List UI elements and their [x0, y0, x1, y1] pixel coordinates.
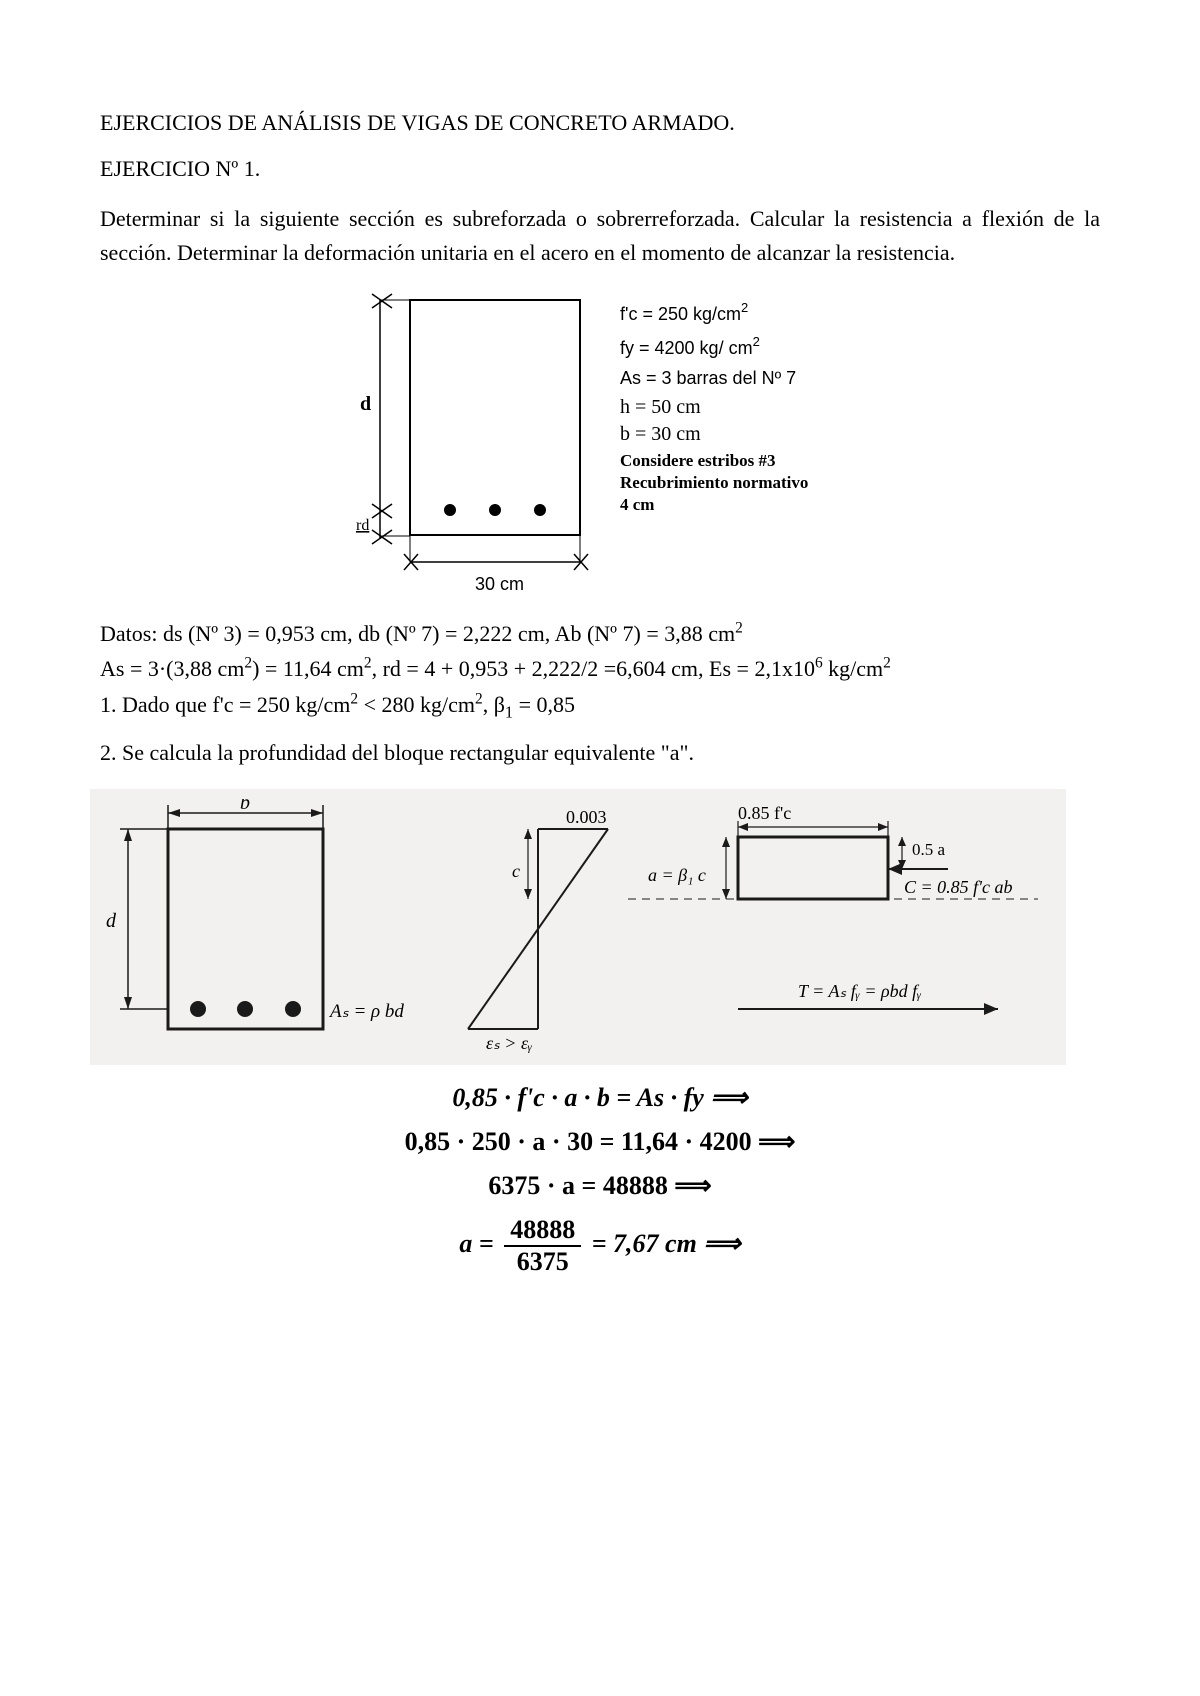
svg-text:0.85 f'c: 0.85 f'c — [738, 803, 791, 823]
as-line: As = 3·(3,88 cm2) = 11,64 cm2, rd = 4 + … — [100, 651, 1100, 686]
equations: 0,85 · f'c · a · b = As · fy ⟹ 0,85 · 25… — [100, 1085, 1100, 1275]
stress-block-diagram: b d Aₛ = ρ bd 0.003 c — [98, 799, 1058, 1059]
svg-text:4 cm: 4 cm — [620, 495, 654, 514]
intro-paragraph: Determinar si la siguiente sección es su… — [100, 202, 1100, 270]
beam-section-diagram: d rd 30 cm f'c = 250 kg/cm2 fy = 4200 kg… — [280, 280, 920, 610]
width-label: 30 cm — [475, 574, 524, 594]
page-title: EJERCICIOS DE ANÁLISIS DE VIGAS DE CONCR… — [100, 110, 1100, 136]
svg-text:b = 30 cm: b = 30 cm — [620, 423, 701, 445]
svg-text:b: b — [240, 799, 250, 814]
eq-1: 0,85 · f'c · a · b = As · fy ⟹ — [100, 1085, 1100, 1111]
svg-text:c: c — [512, 861, 520, 881]
svg-text:Recubrimiento normativo: Recubrimiento normativo — [620, 473, 808, 492]
param-list: f'c = 250 kg/cm2 fy = 4200 kg/ cm2 As = … — [620, 300, 808, 514]
figure-1: d rd 30 cm f'c = 250 kg/cm2 fy = 4200 kg… — [100, 280, 1100, 610]
svg-text:0.003: 0.003 — [566, 807, 607, 827]
svg-text:0.5 a: 0.5 a — [912, 840, 946, 859]
svg-text:As = 3 barras del Nº 7: As = 3 barras del Nº 7 — [620, 368, 796, 388]
eq-2: 0,85 · 250 · a · 30 = 11,64 · 4200 ⟹ — [100, 1129, 1100, 1155]
exercise-number: EJERCICIO Nº 1. — [100, 156, 1100, 182]
svg-text:f'c = 250 kg/cm2: f'c = 250 kg/cm2 — [620, 300, 748, 324]
rd-label: rd — [356, 517, 369, 534]
svg-text:fy = 4200 kg/ cm2: fy = 4200 kg/ cm2 — [620, 334, 760, 358]
svg-text:Considere estribos #3: Considere estribos #3 — [620, 451, 776, 470]
datos-line: Datos: ds (Nº 3) = 0,953 cm, db (Nº 7) =… — [100, 616, 1100, 651]
step-2: 2. Se calcula la profundidad del bloque … — [100, 735, 1100, 770]
figure-2: b d Aₛ = ρ bd 0.003 c — [90, 789, 1100, 1065]
eq-3: 6375 · a = 48888 ⟹ — [100, 1173, 1100, 1199]
svg-text:T = Aₛ fᵧ = ρbd fᵧ: T = Aₛ fᵧ = ρbd fᵧ — [798, 981, 921, 1001]
d-label: d — [360, 393, 371, 415]
svg-text:a = β₁ c: a = β₁ c — [648, 865, 706, 885]
svg-text:Aₛ = ρ bd: Aₛ = ρ bd — [328, 1001, 404, 1022]
eq-4: a = 48888 6375 = 7,67 cm ⟹ — [100, 1217, 1100, 1275]
svg-text:h = 50 cm: h = 50 cm — [620, 396, 701, 418]
page: EJERCICIOS DE ANÁLISIS DE VIGAS DE CONCR… — [0, 0, 1200, 1353]
svg-text:d: d — [106, 910, 117, 932]
svg-text:C = 0.85 f'c ab: C = 0.85 f'c ab — [904, 877, 1013, 897]
svg-text:εₛ > εᵧ: εₛ > εᵧ — [486, 1033, 532, 1053]
step-1: 1. Dado que f'c = 250 kg/cm2 < 280 kg/cm… — [100, 687, 1100, 726]
